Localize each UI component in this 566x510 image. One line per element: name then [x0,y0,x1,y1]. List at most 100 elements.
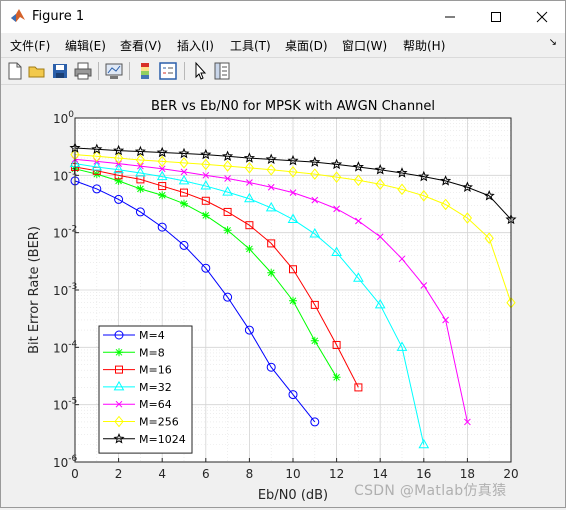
data-point [115,400,123,408]
open-file-icon[interactable] [27,61,47,81]
data-point [442,316,449,324]
link-plot-icon[interactable] [104,61,124,81]
new-figure-icon[interactable] [5,61,25,81]
minimize-button[interactable] [427,1,473,33]
data-point [289,189,297,196]
data-point [114,176,123,185]
data-point [418,438,430,449]
legend-entry-label: M=4 [139,329,165,342]
data-point [374,298,386,309]
legend[interactable]: M=4 M=8 M=16 M=32 M=64 M=256 M=1024 [98,325,193,454]
data-point [309,156,321,167]
data-point [179,157,189,169]
menu-file[interactable]: 文件(F) [10,39,51,53]
x-tick-label: 14 [373,467,388,481]
data-point [156,146,168,158]
save-icon[interactable] [50,61,70,81]
data-point [245,221,254,230]
watermark: CSDN @Matlab仿真猿 [354,483,507,499]
data-point [464,418,471,426]
data-point [157,222,167,232]
menu-help[interactable]: 帮助(H) [403,39,446,53]
data-point [200,148,212,160]
data-point [245,244,254,253]
menu-window[interactable]: 窗口(W) [342,39,388,53]
data-point [113,163,124,174]
data-point [310,300,319,309]
data-point [201,211,210,220]
data-point [483,189,495,201]
data-point [396,341,408,351]
legend-entry-label: M=1024 [139,433,186,446]
data-point [331,246,342,257]
x-tick-label: 4 [158,467,166,481]
minimize-icon [445,16,455,18]
data-point [201,158,211,171]
legend-icon[interactable] [158,61,178,81]
data-point [419,189,429,202]
colorbar-icon[interactable] [135,61,155,81]
x-tick-label: 18 [460,467,475,481]
y-tick-label: 10-4 [53,339,78,355]
data-point [115,365,123,374]
data-point [461,181,473,192]
data-point [243,152,255,163]
property-editor-icon[interactable] [212,61,232,81]
pointer-icon[interactable] [190,61,210,81]
data-point [310,168,320,180]
data-point [113,432,125,444]
toolbar-separator [184,62,185,80]
menu-tools[interactable]: 工具(T) [230,39,271,53]
menu-insert[interactable]: 插入(I) [177,39,214,53]
y-tick-labels: 10-6 10-5 10-4 10-3 10-2 10-1 100 [53,110,79,470]
x-tick-label: 2 [115,467,123,481]
legend-entry-label: M=256 [139,416,179,429]
maximize-button[interactable] [473,1,519,33]
data-point [92,184,102,194]
data-point [376,233,384,241]
x-tick-label: 16 [416,467,431,481]
data-point [332,340,341,349]
data-point [332,373,341,382]
data-point [396,167,408,178]
data-point [134,145,146,157]
data-point [180,199,188,208]
print-icon[interactable] [73,61,93,81]
series-m-16 [71,162,363,392]
data-point [222,186,233,196]
data-point [178,147,190,159]
toolbar-separator [98,62,99,80]
data-point [331,171,342,183]
data-point [223,292,233,302]
data-point [113,152,124,164]
data-point [157,155,167,168]
x-tick-label: 20 [503,467,518,481]
data-point [136,184,145,193]
data-point [135,166,146,177]
data-point [179,240,189,250]
data-point [113,144,125,156]
y-axis-label: Bit Error Rate (BER) [27,226,42,354]
data-point [223,207,232,216]
x-tick-label: 8 [246,467,254,481]
data-point [135,207,145,217]
chevron-down-icon[interactable]: ↘ [548,37,557,48]
menu-view[interactable]: 查看(V) [120,39,162,53]
ber-chart: 0 2 4 6 8 10 12 14 16 18 20 10-610-510-410-310-210… [27,99,519,503]
x-tick-labels: 0 2 4 6 8 10 12 14 16 18 20 [71,458,519,481]
data-point [222,160,233,172]
data-point [200,180,212,190]
data-point [418,170,430,182]
data-point [352,161,364,172]
series-layer [69,142,517,449]
close-button[interactable] [519,1,565,33]
data-point [331,158,343,170]
menu-desktop[interactable]: 桌面(D) [285,39,328,53]
data-point [267,183,275,191]
data-point [92,150,102,163]
menu-edit[interactable]: 编辑(E) [65,39,106,53]
y-tick-label: 10-5 [53,397,77,413]
data-point [246,179,253,186]
data-point [354,383,363,392]
